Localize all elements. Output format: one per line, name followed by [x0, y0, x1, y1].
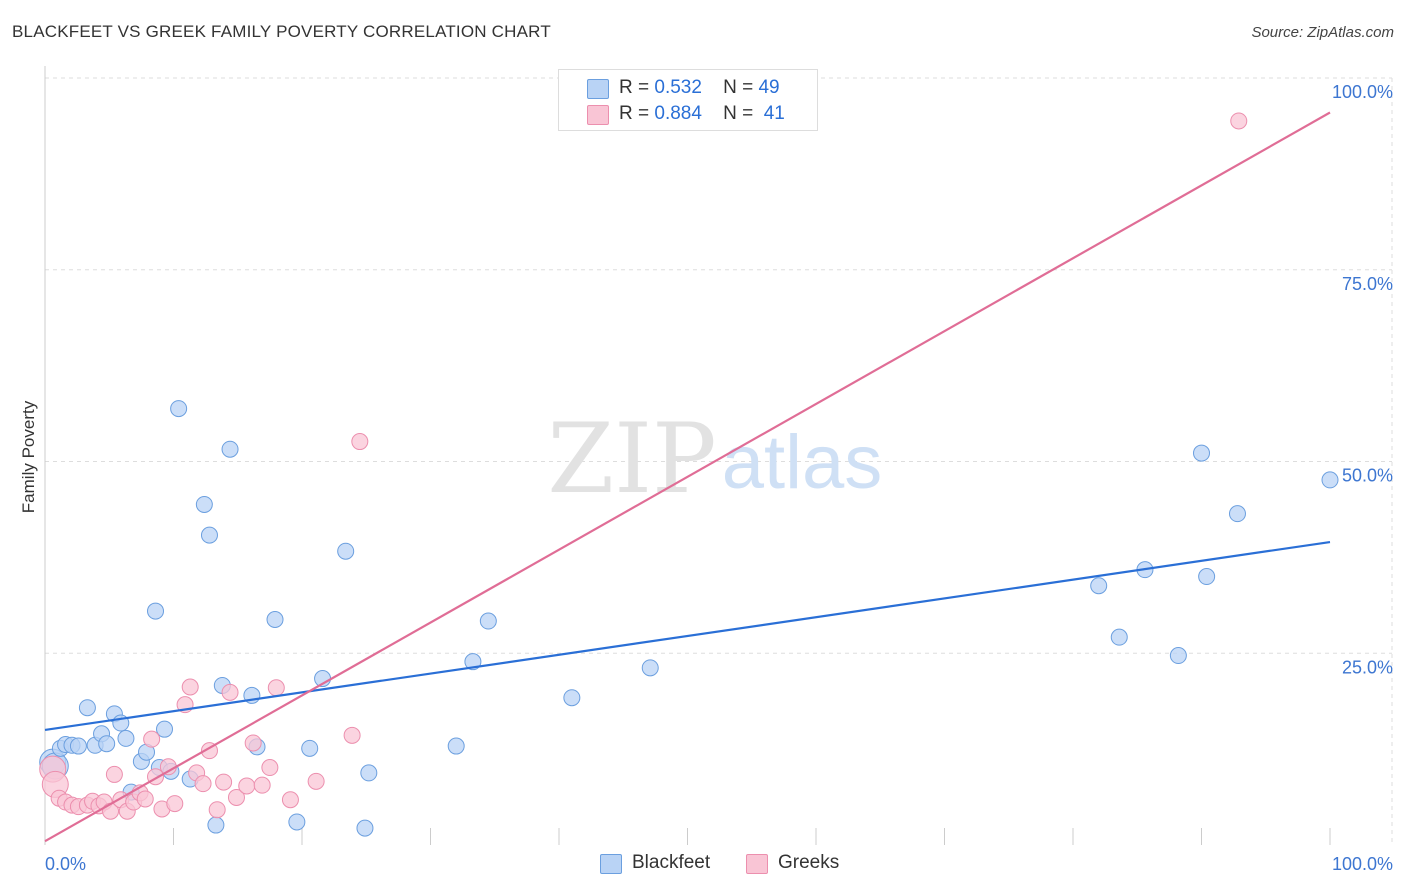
greeks-r-value: 0.884: [654, 103, 702, 124]
watermark-atlas: atlas: [722, 420, 883, 505]
greeks-point: [105, 765, 123, 783]
blackfeet-r-label: R =: [619, 77, 650, 98]
blackfeet-point: [170, 400, 188, 418]
greeks-point: [343, 726, 361, 744]
greeks-point: [267, 679, 285, 697]
blackfeet-point: [1090, 577, 1108, 595]
greeks-n-label: N =: [723, 103, 754, 124]
blackfeet-point: [221, 440, 239, 458]
y-axis-label: Family Poverty: [19, 400, 38, 513]
blackfeet-point: [447, 737, 465, 755]
greeks-point: [215, 773, 233, 791]
blackfeet-point: [1110, 628, 1128, 646]
blackfeet-point: [207, 816, 225, 834]
y-tick-label: 25.0%: [1342, 657, 1393, 677]
greeks-point: [238, 777, 256, 795]
y-tick-label: 50.0%: [1342, 466, 1393, 486]
blackfeet-point: [200, 526, 218, 544]
greeks-point: [143, 730, 161, 748]
greeks-point: [1230, 112, 1248, 130]
chart-title: BLACKFEET VS GREEK FAMILY POVERTY CORREL…: [12, 22, 551, 41]
blackfeet-point: [98, 735, 116, 753]
blackfeet-point: [356, 819, 374, 837]
greeks-point: [281, 791, 299, 809]
legend-blackfeet-swatch: [600, 854, 622, 874]
blackfeet-swatch: [587, 79, 609, 99]
blackfeet-point: [360, 764, 378, 782]
greeks-n-value: 41: [763, 103, 785, 124]
greeks-point: [261, 759, 279, 777]
blackfeet-point: [117, 729, 135, 747]
greeks-point: [194, 775, 212, 793]
blackfeet-point: [1198, 568, 1216, 586]
greeks-point: [136, 790, 154, 808]
greeks-point: [181, 678, 199, 696]
blackfeet-r-value: 0.532: [654, 77, 702, 98]
blackfeet-trend-line: [44, 540, 1331, 732]
blackfeet-point: [301, 739, 319, 757]
greeks-point: [253, 776, 271, 794]
greeks-point: [227, 788, 245, 806]
blackfeet-point: [1169, 647, 1187, 665]
greeks-r-label: R =: [619, 103, 650, 124]
blackfeet-point: [479, 612, 497, 630]
greeks-swatch: [587, 105, 609, 125]
greeks-point: [221, 683, 239, 701]
x-tick-label-min: 0.0%: [45, 854, 86, 874]
blackfeet-n-value: 49: [758, 77, 780, 98]
blackfeet-point: [1321, 471, 1339, 489]
watermark-zip: ZIP: [547, 403, 716, 515]
legend-blackfeet-label: Blackfeet: [632, 852, 711, 873]
blackfeet-point: [195, 495, 213, 513]
greeks-point: [307, 772, 325, 790]
greeks-point: [244, 734, 262, 752]
blackfeet-point: [563, 689, 581, 707]
blackfeet-point: [78, 699, 96, 717]
legend-greeks-swatch: [746, 854, 768, 874]
greeks-trend-line: [44, 111, 1331, 843]
blackfeet-point: [641, 659, 659, 677]
blackfeet-point: [337, 542, 355, 560]
y-tick-label: 100.0%: [1332, 82, 1393, 102]
blackfeet-point: [1228, 505, 1246, 523]
x-tick-label-max: 100.0%: [1332, 854, 1393, 874]
source-label: Source: ZipAtlas.com: [1251, 24, 1394, 41]
greeks-point: [166, 795, 184, 813]
blackfeet-point: [1193, 444, 1210, 462]
blackfeet-point: [156, 720, 174, 738]
greeks-stat-text: R = 0.884 N = 41: [619, 103, 785, 125]
greeks-point: [351, 433, 369, 451]
blackfeet-point: [147, 602, 165, 620]
y-tick-label: 75.0%: [1342, 274, 1393, 294]
greeks-point: [208, 801, 226, 819]
blackfeet-stat-text: R = 0.532 N = 49: [619, 77, 780, 99]
legend-greeks-label: Greeks: [778, 852, 840, 873]
blackfeet-point: [266, 611, 284, 629]
blackfeet-n-label: N =: [723, 77, 754, 98]
stats-legend: R = 0.532 N = 49 R = 0.884 N = 41: [558, 69, 818, 131]
blackfeet-point: [288, 813, 306, 831]
blackfeet-point: [69, 737, 87, 755]
